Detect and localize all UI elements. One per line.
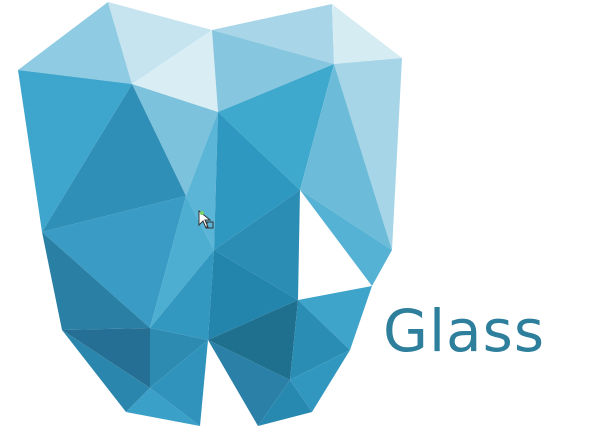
cursor-with-selection-icon [198,210,214,229]
facet [108,2,212,84]
logo-wordmark: Glass [383,297,546,365]
facet [300,190,392,286]
facet [218,64,334,190]
facet [18,2,132,84]
facet [62,328,150,388]
facet [132,84,218,196]
facet [42,196,186,328]
facet [150,328,208,388]
facet [42,232,150,330]
facet [334,58,402,250]
facet [132,30,218,112]
facet [42,84,186,232]
facet [212,4,334,64]
facet [186,112,218,250]
facet [18,70,132,232]
facet [208,250,298,340]
facet [258,380,312,426]
facet [332,4,402,64]
facet [298,286,372,350]
facet [300,64,392,250]
facet [208,300,298,380]
facet [214,190,300,300]
facet [290,350,350,412]
facet [214,112,300,250]
facet [62,330,150,412]
facet [150,250,214,340]
facet [208,340,290,426]
facet [150,340,208,426]
facet [212,30,334,112]
facet [290,300,350,380]
facet [126,388,200,426]
facet [150,196,214,328]
